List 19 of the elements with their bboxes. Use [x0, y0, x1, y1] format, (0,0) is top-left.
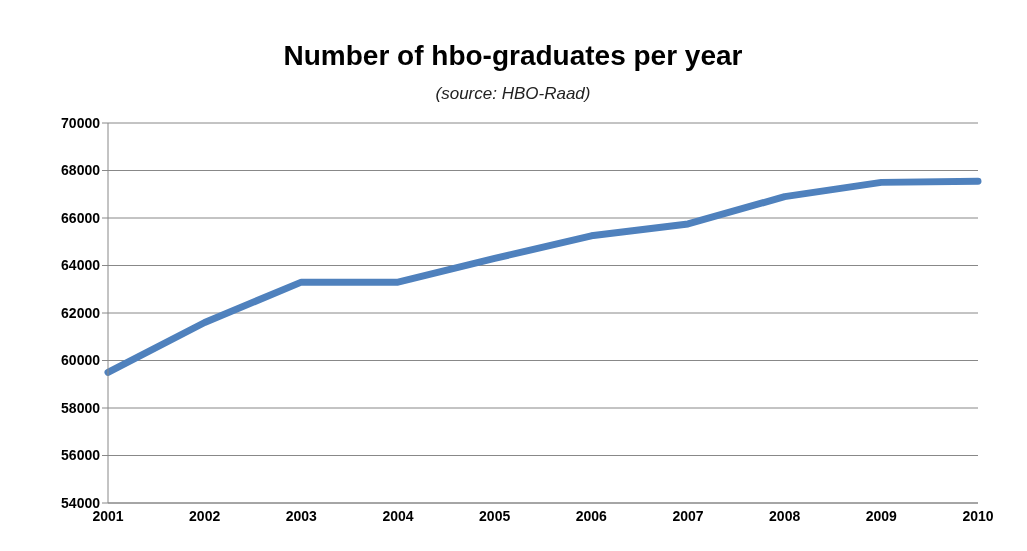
y-tick-label: 66000: [61, 209, 101, 226]
y-tick-label: 64000: [61, 257, 101, 274]
y-tick-label: 58000: [61, 399, 101, 416]
x-tick-label: 2009: [865, 507, 898, 524]
chart-title: Number of hbo-graduates per year: [282, 40, 744, 72]
x-tick-label: 2010: [962, 507, 994, 524]
y-tick-label: 70000: [61, 114, 101, 131]
x-tick-label: 2006: [575, 507, 608, 524]
x-tick-label: 2007: [672, 507, 704, 524]
x-tick-label: 2003: [285, 507, 318, 524]
y-tick-label: 56000: [61, 447, 101, 464]
x-tick-label: 2004: [382, 507, 414, 524]
y-tick-label: 68000: [61, 162, 101, 179]
x-tick-label: 2005: [479, 507, 511, 524]
x-tick-label: 2008: [769, 507, 801, 524]
x-tick-label: 2002: [189, 507, 221, 524]
y-tick-label: 62000: [61, 304, 101, 321]
y-tick-label: 60000: [61, 352, 101, 369]
text: (source: HBO-Raad): [434, 84, 592, 104]
